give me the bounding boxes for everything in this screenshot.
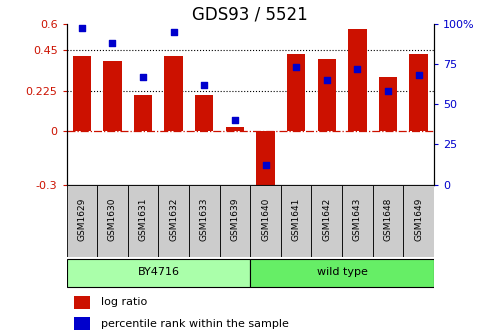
Point bbox=[415, 73, 423, 78]
Bar bbox=[226, 127, 244, 131]
Point bbox=[108, 40, 116, 46]
FancyBboxPatch shape bbox=[67, 259, 250, 287]
Point bbox=[292, 65, 300, 70]
Bar bbox=[256, 131, 275, 185]
Text: GSM1641: GSM1641 bbox=[291, 198, 301, 241]
FancyBboxPatch shape bbox=[342, 185, 373, 257]
Text: GSM1629: GSM1629 bbox=[77, 198, 86, 241]
Text: BY4716: BY4716 bbox=[138, 267, 179, 277]
Bar bbox=[195, 95, 213, 131]
Point bbox=[231, 118, 239, 123]
FancyBboxPatch shape bbox=[219, 185, 250, 257]
Text: GSM1633: GSM1633 bbox=[200, 198, 209, 241]
Text: GSM1642: GSM1642 bbox=[322, 198, 331, 241]
FancyBboxPatch shape bbox=[312, 185, 342, 257]
Text: wild type: wild type bbox=[317, 267, 367, 277]
Point bbox=[200, 82, 208, 87]
Text: GSM1632: GSM1632 bbox=[169, 198, 178, 241]
Text: GSM1630: GSM1630 bbox=[108, 198, 117, 241]
FancyBboxPatch shape bbox=[250, 185, 281, 257]
Point bbox=[78, 26, 86, 31]
Text: GSM1648: GSM1648 bbox=[384, 198, 392, 241]
FancyBboxPatch shape bbox=[128, 185, 158, 257]
FancyBboxPatch shape bbox=[281, 185, 312, 257]
Bar bbox=[165, 56, 183, 131]
Bar bbox=[104, 61, 122, 131]
Bar bbox=[317, 59, 336, 131]
FancyBboxPatch shape bbox=[158, 185, 189, 257]
Bar bbox=[134, 95, 152, 131]
Point bbox=[323, 77, 331, 83]
Bar bbox=[72, 56, 91, 131]
Bar bbox=[409, 54, 428, 131]
Title: GDS93 / 5521: GDS93 / 5521 bbox=[192, 5, 308, 24]
FancyBboxPatch shape bbox=[97, 185, 128, 257]
FancyBboxPatch shape bbox=[189, 185, 219, 257]
Text: log ratio: log ratio bbox=[102, 297, 148, 307]
Bar bbox=[287, 54, 305, 131]
Point bbox=[353, 66, 361, 71]
Text: GSM1643: GSM1643 bbox=[353, 198, 362, 241]
Bar bbox=[74, 296, 90, 309]
FancyBboxPatch shape bbox=[67, 185, 97, 257]
FancyBboxPatch shape bbox=[373, 185, 403, 257]
Point bbox=[139, 74, 147, 79]
Text: GSM1639: GSM1639 bbox=[230, 198, 240, 241]
Text: percentile rank within the sample: percentile rank within the sample bbox=[102, 319, 289, 329]
Text: GSM1631: GSM1631 bbox=[139, 198, 147, 241]
FancyBboxPatch shape bbox=[250, 259, 434, 287]
Point bbox=[384, 89, 392, 94]
FancyBboxPatch shape bbox=[403, 185, 434, 257]
Text: GSM1649: GSM1649 bbox=[414, 198, 423, 241]
Bar bbox=[74, 317, 90, 330]
Point bbox=[262, 163, 270, 168]
Bar bbox=[379, 77, 397, 131]
Point bbox=[170, 29, 177, 34]
Text: GSM1640: GSM1640 bbox=[261, 198, 270, 241]
Bar bbox=[348, 29, 366, 131]
